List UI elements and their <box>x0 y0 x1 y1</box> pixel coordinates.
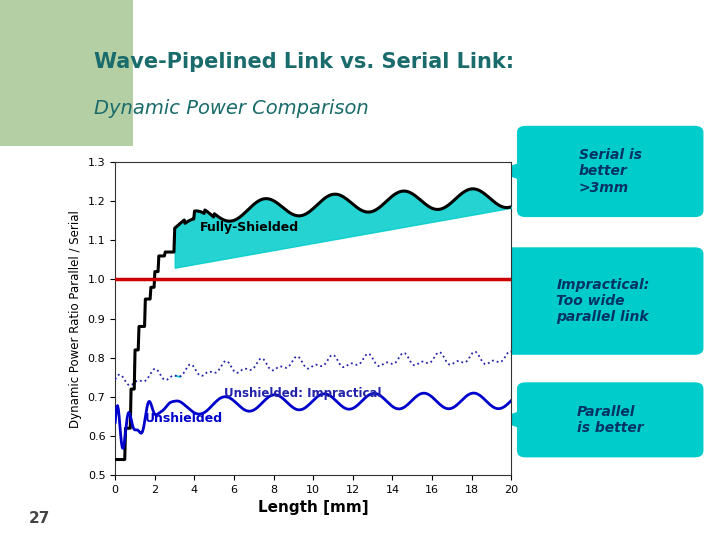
FancyBboxPatch shape <box>517 126 703 217</box>
Text: Unshielded: Unshielded <box>145 413 223 426</box>
Text: Fully-Shielded: Fully-Shielded <box>200 220 300 233</box>
X-axis label: Length [mm]: Length [mm] <box>258 501 369 516</box>
FancyBboxPatch shape <box>0 0 133 146</box>
Text: Serial is
better
>3mm: Serial is better >3mm <box>579 148 642 194</box>
Y-axis label: Dynamic Power Ratio Parallel / Serial: Dynamic Power Ratio Parallel / Serial <box>69 210 82 428</box>
Polygon shape <box>497 161 526 181</box>
Text: 27: 27 <box>29 511 50 526</box>
Text: Wave-Pipelined Link vs. Serial Link:: Wave-Pipelined Link vs. Serial Link: <box>94 52 514 72</box>
Text: Impractical:
Too wide
parallel link: Impractical: Too wide parallel link <box>557 278 649 324</box>
Text: Parallel
is better: Parallel is better <box>577 405 644 435</box>
Text: Dynamic Power Comparison: Dynamic Power Comparison <box>94 98 369 118</box>
Text: Unshielded: Impractical: Unshielded: Impractical <box>224 387 382 400</box>
Polygon shape <box>497 410 526 429</box>
Polygon shape <box>482 290 511 309</box>
FancyBboxPatch shape <box>503 247 703 355</box>
FancyBboxPatch shape <box>517 382 703 457</box>
